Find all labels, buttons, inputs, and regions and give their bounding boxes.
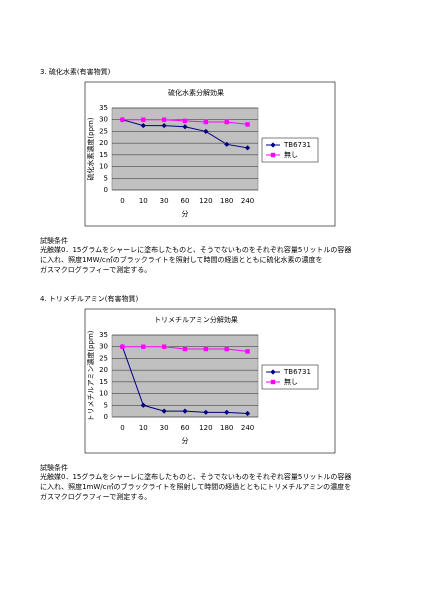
x-tick-label: 0	[120, 197, 124, 205]
point	[182, 124, 188, 130]
y-tick-label: 25	[99, 354, 108, 362]
y-tick-label: 30	[99, 343, 108, 351]
legend-marker	[270, 369, 276, 375]
conditions-title: 試験条件	[40, 236, 68, 245]
conditions-line: に入れ、照度1MW/c㎡のブラックライトを照射して時間の経過とともに硫化水素の濃…	[40, 255, 322, 264]
x-tick-label: 10	[139, 424, 148, 432]
y-tick-label: 5	[104, 401, 108, 409]
conditions-title: 試験条件	[40, 463, 68, 472]
y-tick-label: 20	[99, 139, 108, 147]
x-tick-label: 10	[139, 197, 148, 205]
point	[120, 344, 125, 349]
y-tick-label: 15	[99, 378, 108, 386]
point	[224, 346, 229, 352]
y-tick-label: 10	[99, 390, 108, 398]
legend-box	[261, 364, 319, 390]
y-tick-label: 20	[99, 366, 108, 374]
x-tick-label: 60	[181, 424, 190, 432]
legend-marker	[270, 152, 276, 158]
y-tick-label: 5	[104, 174, 108, 182]
point	[141, 344, 146, 349]
y-tick-label: 25	[99, 127, 108, 135]
conditions-line: 光触媒0．15グラムをシャーレに塗布したものと、そうでないものをそれぞれ容量5リ…	[40, 472, 351, 481]
point	[141, 117, 146, 122]
point	[161, 408, 167, 414]
x-tick-label: 0	[120, 424, 124, 432]
point	[245, 349, 250, 354]
legend-marker	[270, 379, 276, 385]
y-tick-label: 15	[99, 151, 108, 159]
x-tick-label: 180	[220, 197, 233, 205]
legend-label: TB6731	[283, 368, 311, 376]
section-heading: 3. 硫化水素(有害物質)	[40, 67, 111, 76]
x-tick-label: 60	[181, 197, 190, 205]
point	[182, 408, 188, 414]
x-tick-label: 30	[160, 197, 169, 205]
point	[203, 128, 209, 135]
legend-label: 無し	[284, 377, 298, 386]
y-axis-label: 硫化水素濃度(ppm)	[86, 117, 95, 180]
conditions-line: に入れ、照度1mW/c㎡のブラックライトを照射して時間の経過とともにトリメチルア…	[40, 482, 351, 491]
point	[203, 409, 209, 415]
y-tick-label: 35	[99, 331, 108, 339]
y-tick-label: 0	[104, 186, 108, 194]
chart-title: 硫化水素分解効果	[168, 88, 224, 97]
point	[161, 122, 167, 129]
legend-label: 無し	[284, 150, 298, 159]
conditions-line: 光触媒0．15グラムをシャーレに塗布したものと、そうでないものをそれぞれ容量5リ…	[40, 245, 351, 254]
y-tick-label: 10	[99, 163, 108, 171]
point	[224, 119, 229, 125]
conditions: 光触媒0．15グラムをシャーレに塗布したものと、そうでないものをそれぞれ容量5リ…	[40, 472, 351, 501]
x-tick-label: 120	[199, 424, 212, 432]
point	[245, 122, 250, 127]
point	[140, 402, 146, 408]
point	[203, 346, 209, 352]
point	[224, 141, 230, 147]
legend-label: TB6731	[283, 141, 311, 149]
conditions: 光触媒0．15グラムをシャーレに塗布したものと、そうでないものをそれぞれ容量5リ…	[40, 245, 351, 274]
y-tick-label: 35	[99, 104, 108, 112]
point	[161, 344, 167, 349]
x-axis-label: 分	[182, 209, 189, 218]
conditions-line: ガスマクログラフィーで測定する。	[40, 265, 151, 274]
x-tick-label: 240	[241, 424, 254, 432]
point	[140, 122, 146, 129]
point	[182, 346, 188, 352]
chart-title: トリメチルアミン分解効果	[154, 315, 238, 324]
point	[203, 119, 209, 125]
y-tick-label: 30	[99, 116, 108, 124]
x-axis-label: 分	[182, 436, 189, 445]
point	[161, 117, 167, 122]
legend-marker	[270, 142, 276, 148]
point	[182, 118, 188, 124]
x-tick-label: 30	[160, 424, 169, 432]
x-tick-label: 180	[220, 424, 233, 432]
legend-box	[261, 137, 319, 163]
point	[120, 117, 125, 122]
x-tick-label: 240	[241, 197, 254, 205]
conditions-line: ガスマクログラフィーで測定する。	[40, 492, 151, 501]
point	[244, 145, 251, 151]
y-tick-label: 0	[104, 413, 108, 421]
point	[224, 409, 230, 415]
section-heading: 4. トリメチルアミン(有害物質)	[40, 294, 138, 303]
x-tick-label: 120	[199, 197, 212, 205]
point	[244, 410, 251, 417]
y-axis-label: トリメチルアミン濃度(ppm)	[86, 330, 95, 421]
